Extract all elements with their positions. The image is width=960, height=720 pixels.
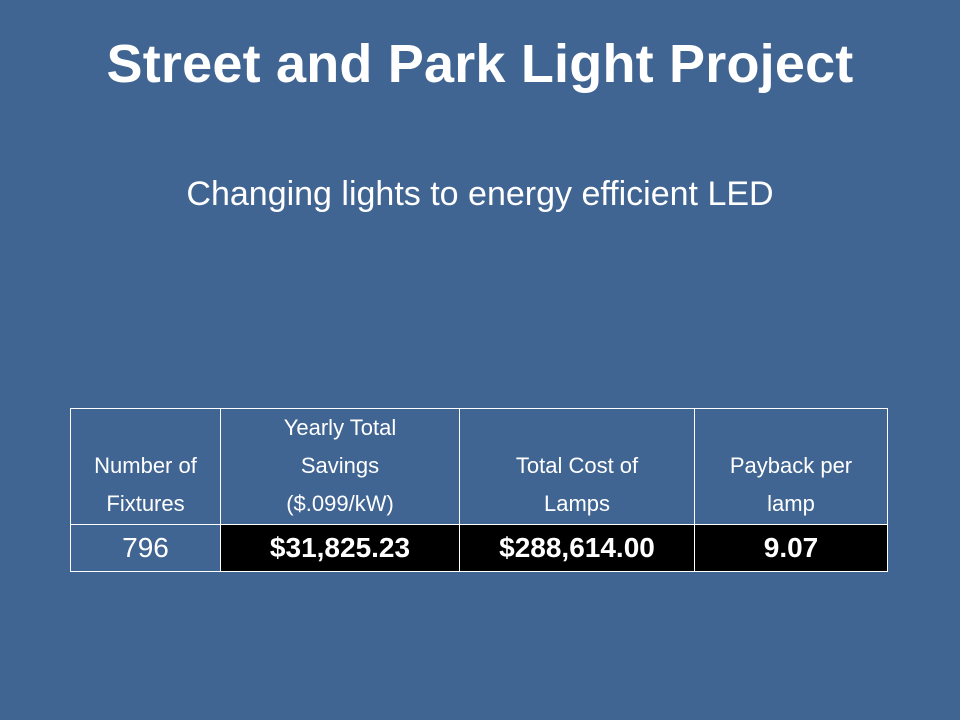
cell-yearly-total-savings: $31,825.23 — [220, 524, 460, 572]
header-line: Total Cost of — [515, 453, 639, 478]
header-line: Number of — [94, 453, 197, 478]
header-line: Fixtures — [106, 491, 185, 516]
header-line: Lamps — [543, 491, 611, 516]
cell-number-of-fixtures: 796 — [70, 524, 221, 572]
header-line: Yearly Total — [283, 415, 397, 440]
cell-payback-per-lamp: 9.07 — [694, 524, 888, 572]
header-payback-per-lamp: Payback per lamp — [694, 408, 888, 525]
header-line: Payback per — [729, 453, 853, 478]
table-row: 796 $31,825.23 $288,614.00 9.07 — [70, 524, 888, 572]
slide-title: Street and Park Light Project — [106, 34, 854, 94]
header-total-cost-of-lamps: Total Cost of Lamps — [459, 408, 695, 525]
savings-table: Number of Fixtures Yearly Total Savings … — [70, 408, 888, 572]
header-line: lamp — [767, 491, 815, 516]
table-header-row: Number of Fixtures Yearly Total Savings … — [70, 408, 888, 525]
cell-total-cost-of-lamps: $288,614.00 — [459, 524, 695, 572]
savings-table-container: Number of Fixtures Yearly Total Savings … — [70, 408, 888, 572]
header-line: Savings — [300, 453, 380, 478]
slide-subtitle: Changing lights to energy efficient LED — [186, 175, 774, 213]
header-line: ($.099/kW) — [286, 491, 394, 516]
header-number-of-fixtures: Number of Fixtures — [70, 408, 221, 525]
header-yearly-total-savings: Yearly Total Savings ($.099/kW) — [220, 408, 460, 525]
